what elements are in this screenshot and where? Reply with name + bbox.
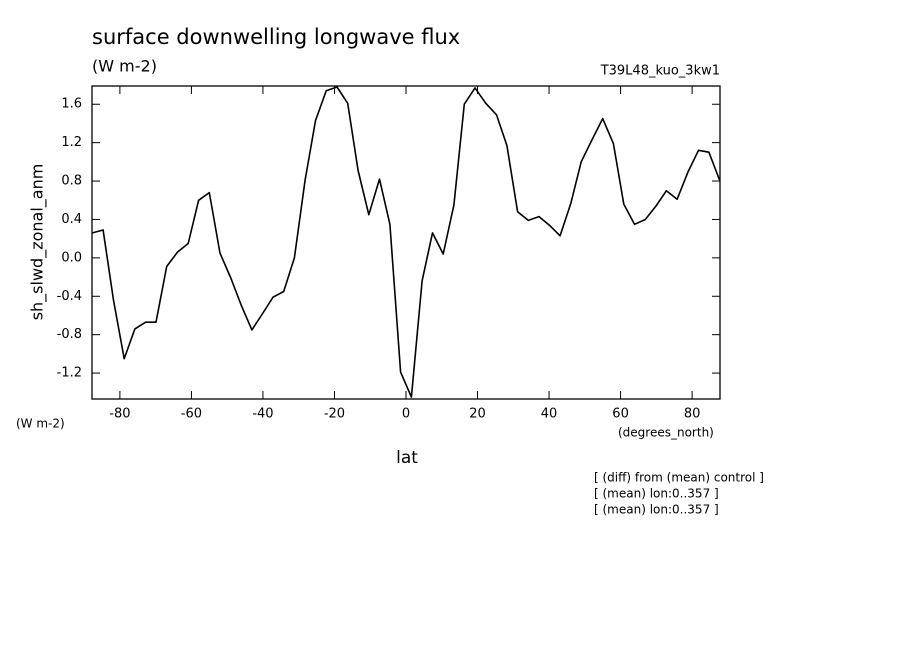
- data-line: [92, 86, 721, 398]
- note: [ (mean) lon:0..357 ]: [594, 503, 719, 517]
- x-tick-label: 60: [612, 407, 629, 422]
- x-tick-label: -80: [109, 407, 130, 422]
- y-tick-label: 0.4: [61, 212, 82, 227]
- x-tick-label: 20: [469, 407, 486, 422]
- x-tick-label: -60: [181, 407, 202, 422]
- y-tick-label: 0.8: [61, 174, 82, 189]
- x-axis-label: lat: [396, 448, 418, 468]
- x-tick-label: 0: [402, 407, 410, 422]
- note: [ (diff) from (mean) control ]: [594, 471, 764, 485]
- x-tick-label: 80: [684, 407, 701, 422]
- x-tick-label: -40: [252, 407, 273, 422]
- y-tick-label: 1.2: [61, 135, 82, 150]
- y-tick-label: -0.4: [57, 289, 82, 304]
- y-units: (W m-2): [16, 417, 65, 431]
- x-tick-label: -20: [324, 407, 345, 422]
- y-tick-label: 0.0: [61, 250, 82, 265]
- x-tick-label: 40: [541, 407, 558, 422]
- units-label: (W m-2): [92, 57, 157, 76]
- run-label: T39L48_kuo_3kw1: [600, 64, 720, 79]
- y-tick-label: -1.2: [57, 366, 82, 381]
- y-tick-label: 1.6: [61, 97, 82, 112]
- x-units: (degrees_north): [618, 426, 714, 440]
- y-tick-label: -0.8: [57, 327, 82, 342]
- chart-title: surface downwelling longwave flux: [92, 25, 460, 49]
- note: [ (mean) lon:0..357 ]: [594, 487, 719, 501]
- y-axis-label: sh_slwd_zonal_anm: [28, 164, 48, 321]
- plot-frame: [91, 85, 721, 400]
